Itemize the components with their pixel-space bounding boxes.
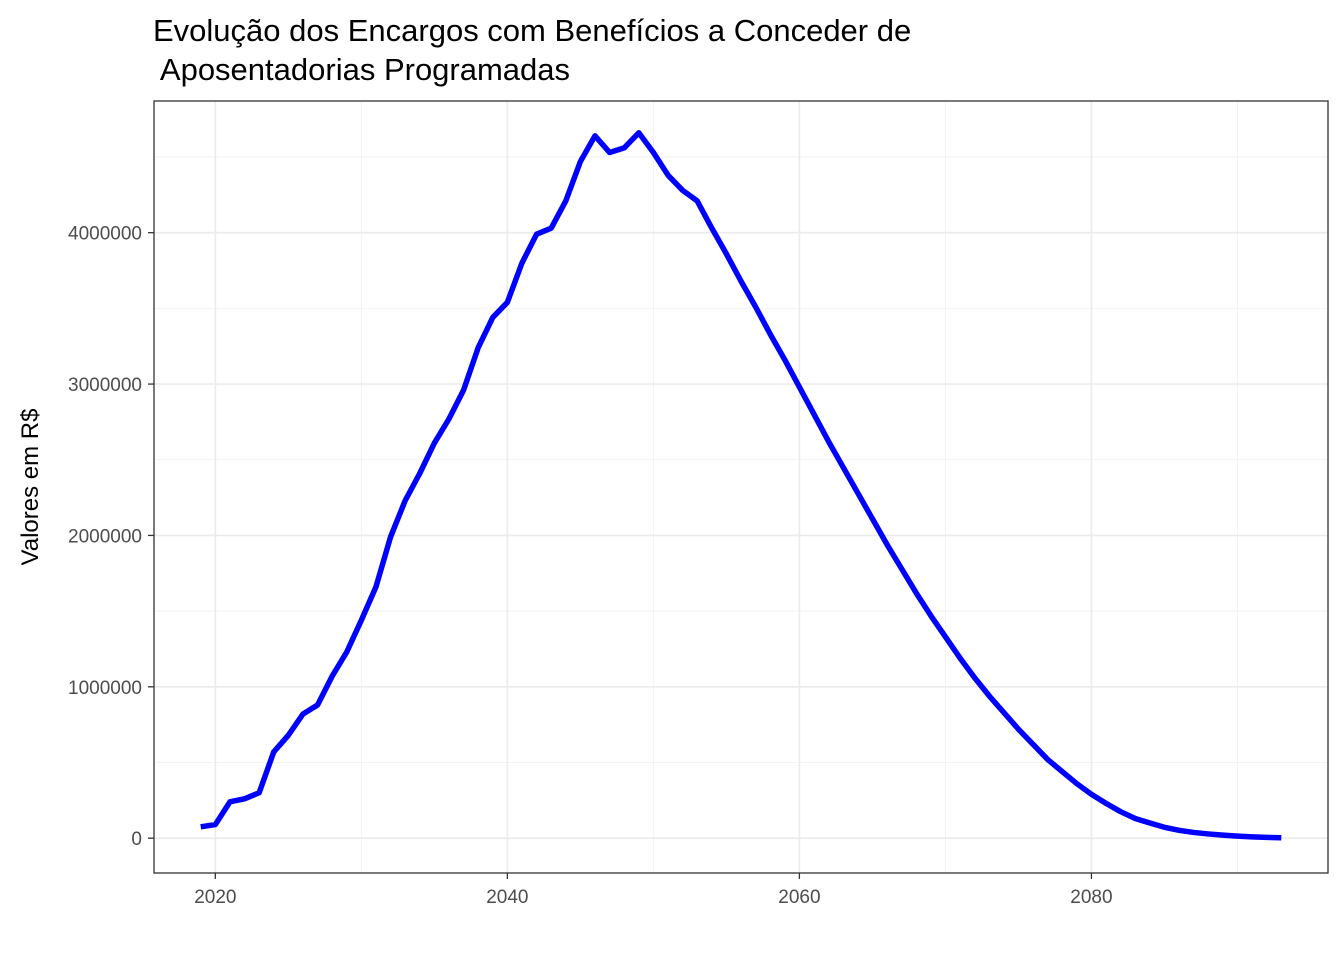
x-tick-label: 2020 bbox=[194, 887, 236, 908]
chart-title: Evolução dos Encargos com Benefícios a C… bbox=[153, 13, 911, 87]
y-tick-label: 0 bbox=[131, 829, 142, 850]
x-tick-label: 2080 bbox=[1070, 887, 1112, 908]
plot-panel bbox=[153, 100, 1329, 874]
y-tick-label: 2000000 bbox=[68, 526, 142, 547]
x-axis: 2020 2040 2060 2080 bbox=[194, 873, 1113, 908]
panel-background bbox=[154, 101, 1328, 873]
series-line bbox=[200, 130, 1282, 841]
chart-title-line-2: Aposentadorias Programadas bbox=[153, 52, 570, 87]
y-tick-label: 1000000 bbox=[68, 678, 142, 699]
y-tick-label: 3000000 bbox=[68, 375, 142, 396]
y-tick-label: 4000000 bbox=[68, 224, 142, 245]
minor-gridlines bbox=[154, 101, 1328, 873]
y-axis-title: Valores em R$ bbox=[17, 409, 44, 566]
y-axis: 0 1000000 2000000 3000000 4000000 bbox=[68, 224, 154, 850]
x-tick-label: 2060 bbox=[778, 887, 820, 908]
x-tick-label: 2040 bbox=[486, 887, 528, 908]
major-gridlines bbox=[154, 101, 1328, 873]
panel-border bbox=[153, 100, 1329, 874]
chart-title-line-1: Evolução dos Encargos com Benefícios a C… bbox=[153, 13, 911, 48]
